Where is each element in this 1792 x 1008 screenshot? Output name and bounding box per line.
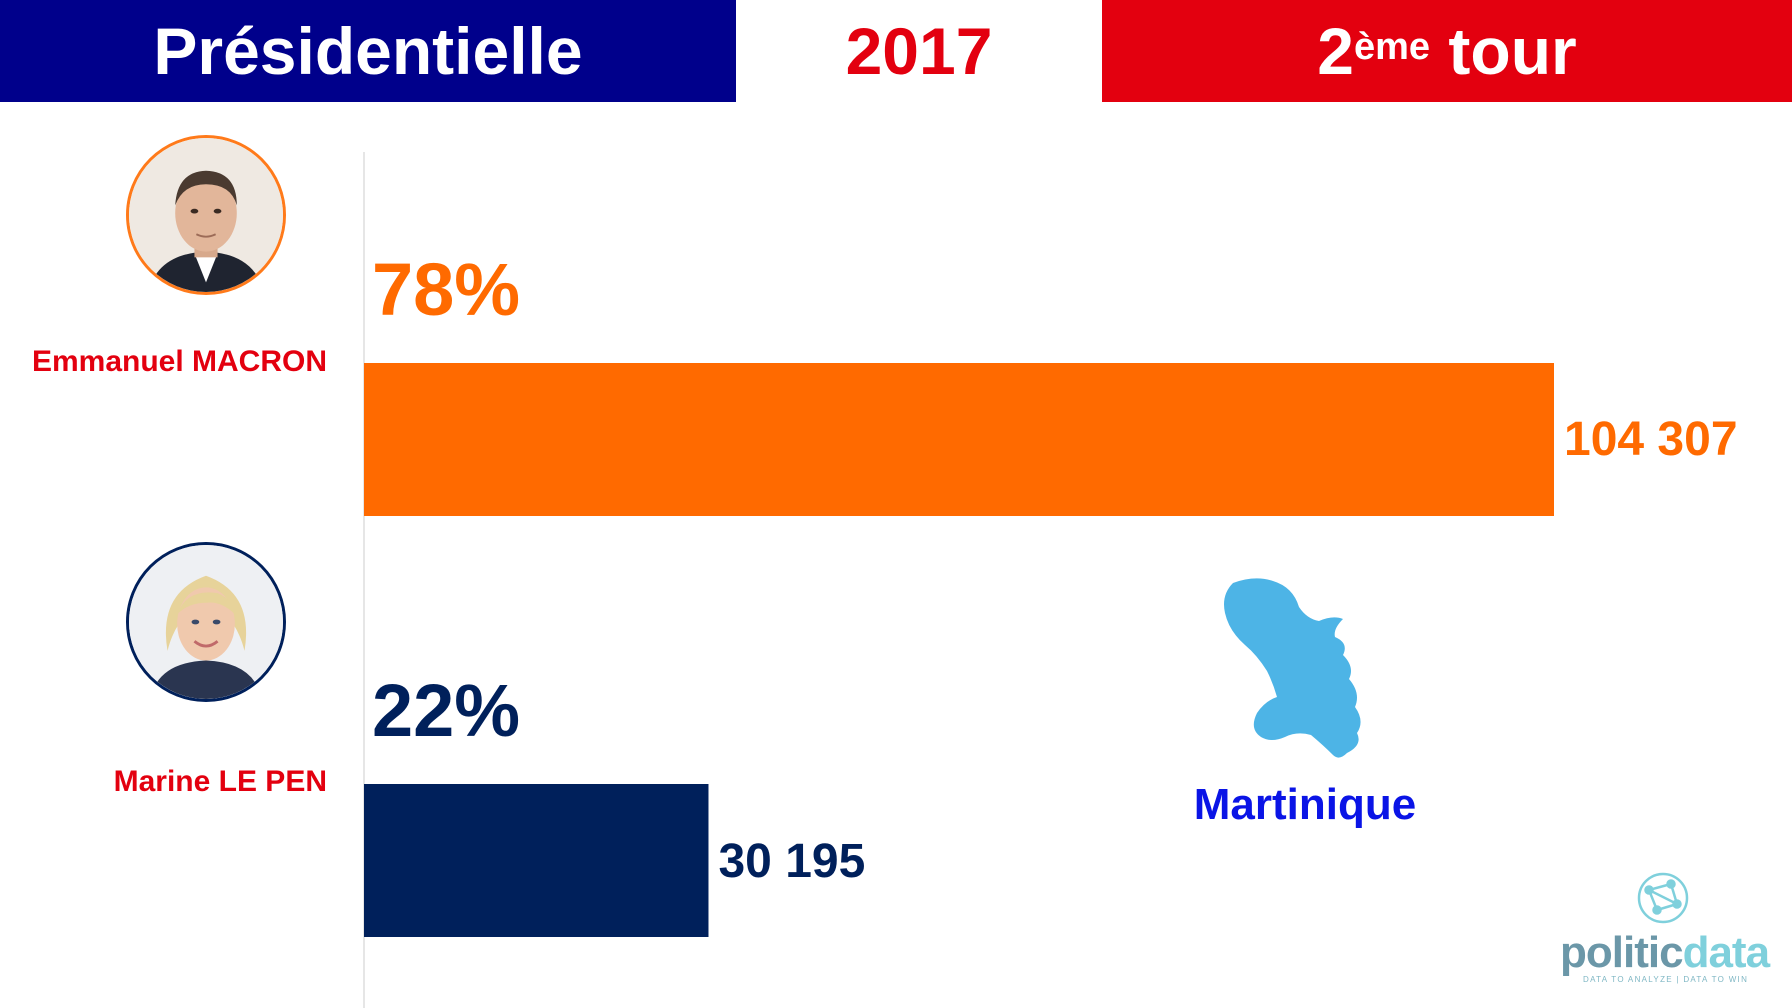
lepen-avatar (126, 542, 286, 702)
lepen-portrait-icon (129, 545, 283, 699)
lepen-name-label: Marine LE PEN (113, 765, 327, 798)
round-number: 2 (1317, 14, 1354, 88)
year-banner: 2017 (736, 0, 1102, 102)
politicdata-logo-icon (1637, 872, 1689, 924)
round-word: tour (1448, 14, 1577, 88)
lepen-votes-label: 30 195 (718, 835, 866, 888)
macron-name-label: Emmanuel MACRON (31, 345, 327, 378)
round-superscript: ème (1354, 25, 1431, 68)
macron-votes-label: 104 307 (1564, 413, 1738, 466)
lepen-percent-label: 22% (372, 669, 521, 752)
lepen-bar (364, 784, 709, 937)
election-year: 2017 (845, 14, 993, 88)
macron-avatar (126, 135, 286, 295)
logo-tagline: DATA TO ANALYZE | DATA TO WIN (1583, 975, 1749, 984)
macron-percent-label: 78% (372, 248, 521, 331)
logo-word-part1: politic (1560, 928, 1684, 977)
martinique-map-icon (1224, 578, 1361, 758)
title-banner: Présidentielle (0, 0, 736, 102)
election-title: Présidentielle (153, 14, 583, 88)
macron-bar (364, 363, 1554, 516)
round-banner: 2 ème tour (1102, 0, 1792, 102)
chart-axis-line (363, 152, 365, 1008)
logo-word-part2: data (1682, 928, 1770, 977)
macron-portrait-icon (129, 138, 283, 292)
logo-wordmark: politicdata (1560, 928, 1770, 978)
region-label: Martinique (1193, 780, 1417, 829)
